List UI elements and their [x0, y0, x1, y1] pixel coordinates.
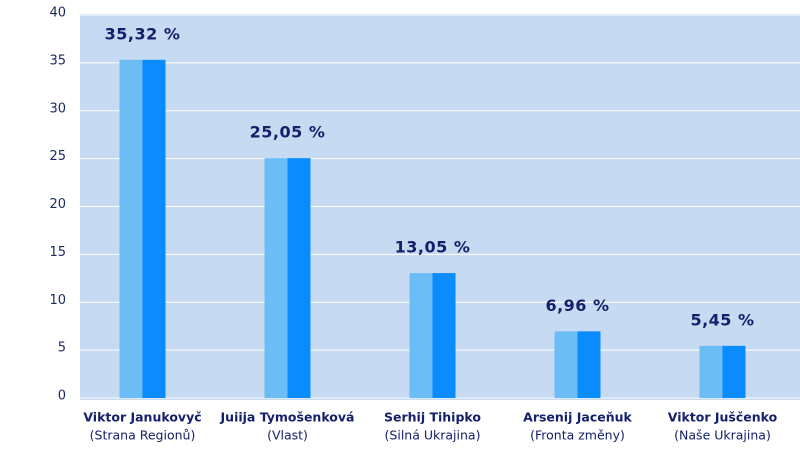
x-tick-label: Viktor Janukovyč: [83, 410, 201, 425]
y-tick-label: 20: [49, 197, 66, 212]
y-tick-label: 0: [58, 389, 66, 404]
x-tick-note: (Strana Regionů): [90, 428, 196, 443]
x-tick-label: Serhij Tihipko: [384, 410, 481, 425]
bar: [409, 273, 456, 398]
x-tick-note: (Fronta změny): [530, 428, 625, 443]
x-tick-note: (Silná Ukrajina): [385, 428, 481, 443]
x-tick-note: (Vlast): [267, 428, 308, 443]
value-label: 5,45 %: [690, 310, 754, 329]
x-tick-label: Viktor Juščenko: [668, 410, 778, 425]
y-tick-label: 15: [49, 245, 66, 260]
x-tick-label: Juiija Tymošenková: [220, 410, 355, 425]
value-label: 35,32 %: [105, 24, 181, 43]
bar: [264, 158, 311, 398]
x-tick-label: Arsenij Jaceňuk: [523, 410, 632, 425]
value-label: 6,96 %: [545, 296, 609, 315]
y-tick-label: 10: [49, 293, 66, 308]
value-label: 25,05 %: [250, 123, 326, 142]
bar: [554, 331, 601, 398]
y-tick-label: 35: [49, 53, 66, 68]
y-tick-label: 40: [49, 6, 66, 21]
x-tick-note: (Naše Ukrajina): [674, 428, 771, 443]
value-label: 13,05 %: [395, 238, 471, 257]
bar: [119, 59, 166, 398]
y-tick-label: 25: [49, 149, 66, 164]
y-tick-label: 5: [58, 341, 66, 356]
y-tick-label: 30: [49, 101, 66, 116]
bar: [699, 345, 746, 398]
